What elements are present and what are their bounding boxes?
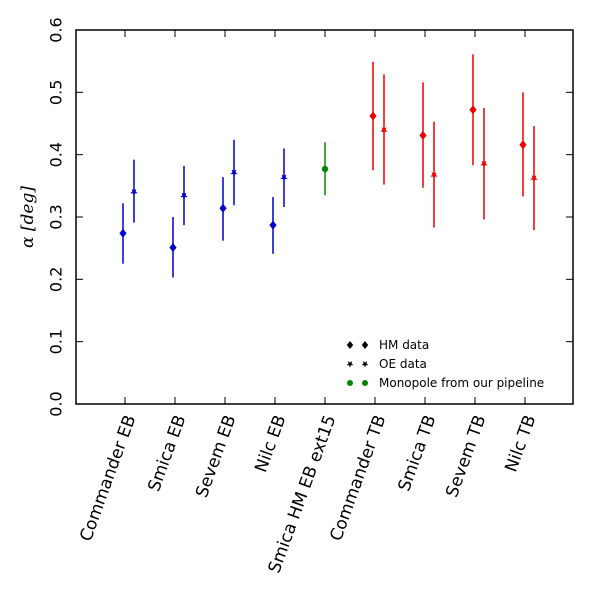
y-tick-label: 0.5 [47, 80, 66, 105]
y-tick-label: 0.1 [47, 329, 66, 354]
data-point-diamond [169, 217, 177, 278]
y-axis-label: α [deg] [18, 186, 38, 248]
data-point-diamond [119, 203, 127, 264]
x-category-label: Smica TB [394, 413, 440, 494]
diamond-marker [419, 130, 427, 140]
legend-circle-icon [362, 380, 368, 386]
y-axis: 0.0 0.1 0.2 0.3 0.4 0.5 0.6 [47, 17, 573, 417]
star-marker [380, 127, 388, 135]
diamond-marker [469, 105, 477, 115]
legend-item: HM data [346, 338, 429, 352]
y-tick-label: 0.0 [47, 391, 66, 416]
x-category-label: Smica EB [144, 413, 190, 495]
x-category-label: Sevem TB [442, 413, 490, 500]
legend-item: OE data [346, 357, 427, 371]
data-marks [119, 54, 538, 278]
x-axis: Commander EB Smica EB Sevem EB Nilc EB Smica… [76, 30, 540, 576]
legend: HM data OE data Monopole from our pipeline [346, 338, 544, 390]
data-point-circle [321, 142, 329, 196]
y-tick-label: 0.4 [47, 142, 66, 167]
legend-circle-icon [347, 380, 353, 386]
diamond-marker [269, 220, 277, 230]
data-point-star [530, 125, 538, 231]
star-marker [280, 174, 288, 182]
x-category-label: Sevem EB [192, 413, 240, 501]
star-marker [230, 169, 238, 177]
legend-diamond-icon [361, 341, 369, 349]
star-marker [130, 188, 138, 197]
star-marker [480, 160, 488, 169]
data-point-diamond [219, 177, 227, 241]
legend-diamond-icon [346, 341, 354, 349]
diamond-marker [169, 243, 177, 253]
data-point-star [230, 139, 238, 206]
diamond-marker [519, 140, 527, 150]
data-point-star [130, 159, 138, 223]
data-point-star [380, 74, 388, 185]
circle-marker [321, 165, 329, 173]
legend-star-icon [361, 361, 369, 368]
x-category-label: Commander TB [326, 413, 390, 544]
diamond-marker [369, 111, 377, 121]
x-category-label: Nilc TB [501, 413, 540, 475]
data-point-star [480, 107, 488, 220]
x-category-label: Commander EB [76, 413, 140, 544]
legend-item: Monopole from our pipeline [347, 376, 544, 390]
data-point-diamond [519, 92, 527, 197]
data-point-diamond [419, 82, 427, 188]
x-category-label: Nilc EB [251, 413, 290, 476]
y-tick-label: 0.6 [47, 17, 66, 42]
data-point-star [430, 121, 438, 228]
star-marker [530, 175, 538, 183]
y-tick-label: 0.2 [47, 267, 66, 292]
legend-label: OE data [379, 357, 427, 371]
diamond-marker [119, 228, 127, 238]
data-point-star [280, 148, 288, 208]
legend-label: HM data [379, 338, 429, 352]
diamond-marker [219, 203, 227, 213]
legend-star-icon [346, 361, 354, 368]
plot-frame [75, 29, 574, 405]
data-point-diamond [369, 61, 377, 171]
y-tick-label: 0.3 [47, 204, 66, 229]
data-point-star [180, 165, 188, 226]
plot-area [75, 29, 574, 405]
legend-label: Monopole from our pipeline [379, 376, 544, 390]
star-marker [180, 192, 188, 200]
data-point-diamond [469, 54, 477, 166]
star-marker [430, 172, 438, 180]
data-point-diamond [269, 197, 277, 254]
